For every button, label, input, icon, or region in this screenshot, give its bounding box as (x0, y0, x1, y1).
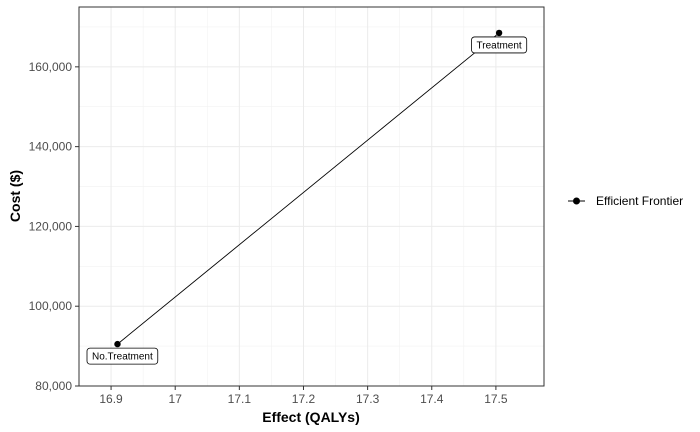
point-label-text: No.Treatment (92, 352, 153, 363)
legend: Efficient Frontier (568, 194, 683, 208)
x-tick-label: 17.1 (228, 392, 252, 406)
point-label: Treatment (471, 36, 528, 54)
grid-lines (79, 7, 544, 387)
data-point (114, 340, 121, 348)
legend-key-marker (573, 197, 580, 205)
point-label: No.Treatment (86, 347, 159, 365)
frontier-line (117, 32, 500, 345)
series-efficient-frontier: No.Treatment Treatment (86, 29, 528, 365)
point-label-box (86, 347, 159, 365)
x-tick-label: 17.3 (356, 392, 380, 406)
point-label-text: Treatment (477, 40, 522, 51)
y-tick-label: 100,000 (29, 299, 73, 313)
y-tick-label: 80,000 (35, 379, 72, 393)
y-axis: 80,000 100,000 120,000 140,000 160,000 (29, 60, 79, 393)
x-tick-label: 17.5 (484, 392, 508, 406)
y-tick-label: 120,000 (29, 219, 73, 233)
point-label-box (471, 36, 528, 54)
y-axis-title: Cost ($) (7, 170, 23, 222)
x-tick-label: 17.2 (292, 392, 316, 406)
x-axis-title: Effect (QALYs) (262, 409, 360, 425)
x-axis: 16.9 17 17.1 17.2 17.3 17.4 17.5 (99, 386, 508, 406)
x-tick-label: 16.9 (99, 392, 123, 406)
x-tick-label: 17.4 (420, 392, 444, 406)
y-tick-label: 160,000 (29, 60, 73, 74)
y-tick-label: 140,000 (29, 140, 73, 154)
data-point (495, 29, 503, 37)
legend-label: Efficient Frontier (596, 194, 683, 208)
x-tick-label: 17 (169, 392, 183, 406)
plot-panel-border (78, 6, 545, 387)
